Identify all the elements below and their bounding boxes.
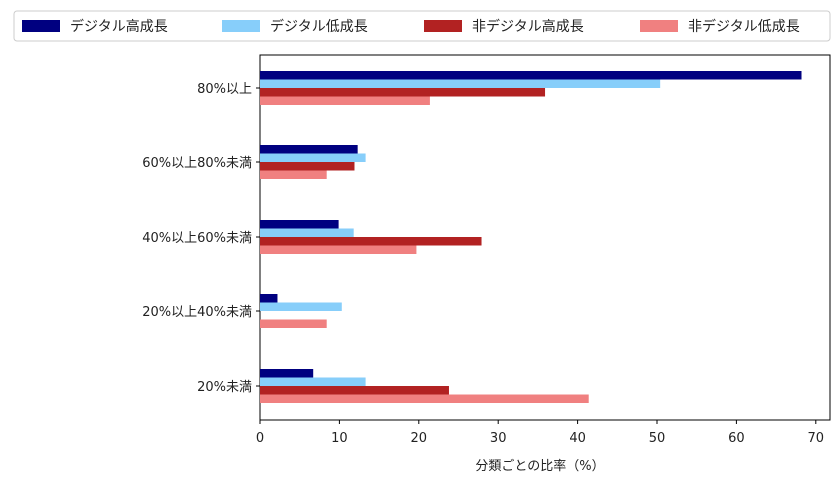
x-tick-label: 70 bbox=[808, 431, 825, 446]
bar-2-4 bbox=[260, 302, 342, 311]
x-tick-label: 50 bbox=[649, 431, 666, 446]
bar-2-1 bbox=[260, 79, 661, 88]
legend-label: 非デジタル高成長 bbox=[472, 18, 584, 35]
bar-4-1 bbox=[260, 96, 430, 105]
legend-label: デジタル低成長 bbox=[270, 18, 368, 35]
bar-1-2 bbox=[260, 145, 358, 154]
legend-label: 非デジタル低成長 bbox=[688, 18, 800, 35]
bar-4-2 bbox=[260, 170, 327, 179]
bar-1-4 bbox=[260, 294, 278, 303]
x-tick-label: 40 bbox=[569, 431, 586, 446]
y-tick-label: 40%以上60%未満 bbox=[142, 231, 252, 246]
bar-3-1 bbox=[260, 88, 546, 97]
bar-4-5 bbox=[260, 394, 589, 403]
bar-2-3 bbox=[260, 228, 354, 237]
bar-1-1 bbox=[260, 71, 802, 80]
x-tick-label: 60 bbox=[728, 431, 745, 446]
x-axis-label: 分類ごとの比率（%） bbox=[475, 458, 604, 474]
legend-label: デジタル高成長 bbox=[70, 18, 168, 35]
legend-swatch bbox=[640, 20, 678, 32]
bar-2-5 bbox=[260, 377, 366, 386]
y-tick-label: 20%以上40%未満 bbox=[142, 305, 252, 320]
x-tick-label: 10 bbox=[331, 431, 348, 446]
x-tick-label: 20 bbox=[411, 431, 428, 446]
y-tick-label: 80%以上 bbox=[197, 82, 252, 97]
bar-2-2 bbox=[260, 153, 366, 162]
y-tick-label: 20%未満 bbox=[197, 380, 252, 395]
legend-swatch bbox=[222, 20, 260, 32]
bar-1-5 bbox=[260, 369, 314, 378]
bar-3-2 bbox=[260, 162, 355, 171]
y-tick-label: 60%以上80%未満 bbox=[142, 156, 252, 171]
bar-4-4 bbox=[260, 319, 327, 328]
legend: デジタル高成長 デジタル低成長 非デジタル高成長 非デジタル低成長 bbox=[13, 10, 831, 42]
x-tick-label: 0 bbox=[256, 431, 264, 446]
legend-swatch bbox=[424, 20, 462, 32]
bar-1-3 bbox=[260, 220, 339, 229]
legend-frame bbox=[13, 10, 831, 42]
bar-3-3 bbox=[260, 237, 482, 246]
bar-4-3 bbox=[260, 245, 417, 254]
bar-3-5 bbox=[260, 386, 449, 395]
x-tick-label: 30 bbox=[490, 431, 507, 446]
legend-swatch bbox=[22, 20, 60, 32]
